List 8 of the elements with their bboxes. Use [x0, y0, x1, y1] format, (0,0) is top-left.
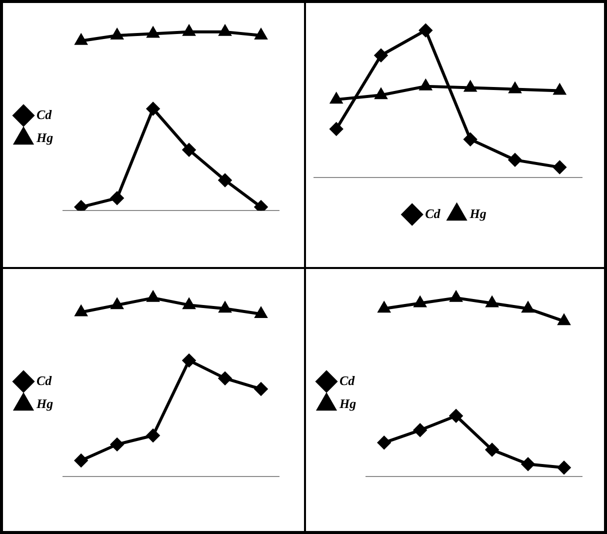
legend-label: Hg: [338, 396, 357, 411]
legend-label: Hg: [36, 396, 54, 411]
legend-label: Hg: [36, 130, 54, 145]
legend-label: Cd: [340, 372, 356, 388]
legend-label: Cd: [36, 372, 52, 388]
legend-label: Cd: [36, 106, 52, 122]
legend-label: Cd: [425, 206, 441, 221]
legend-label: Hg: [468, 206, 487, 221]
